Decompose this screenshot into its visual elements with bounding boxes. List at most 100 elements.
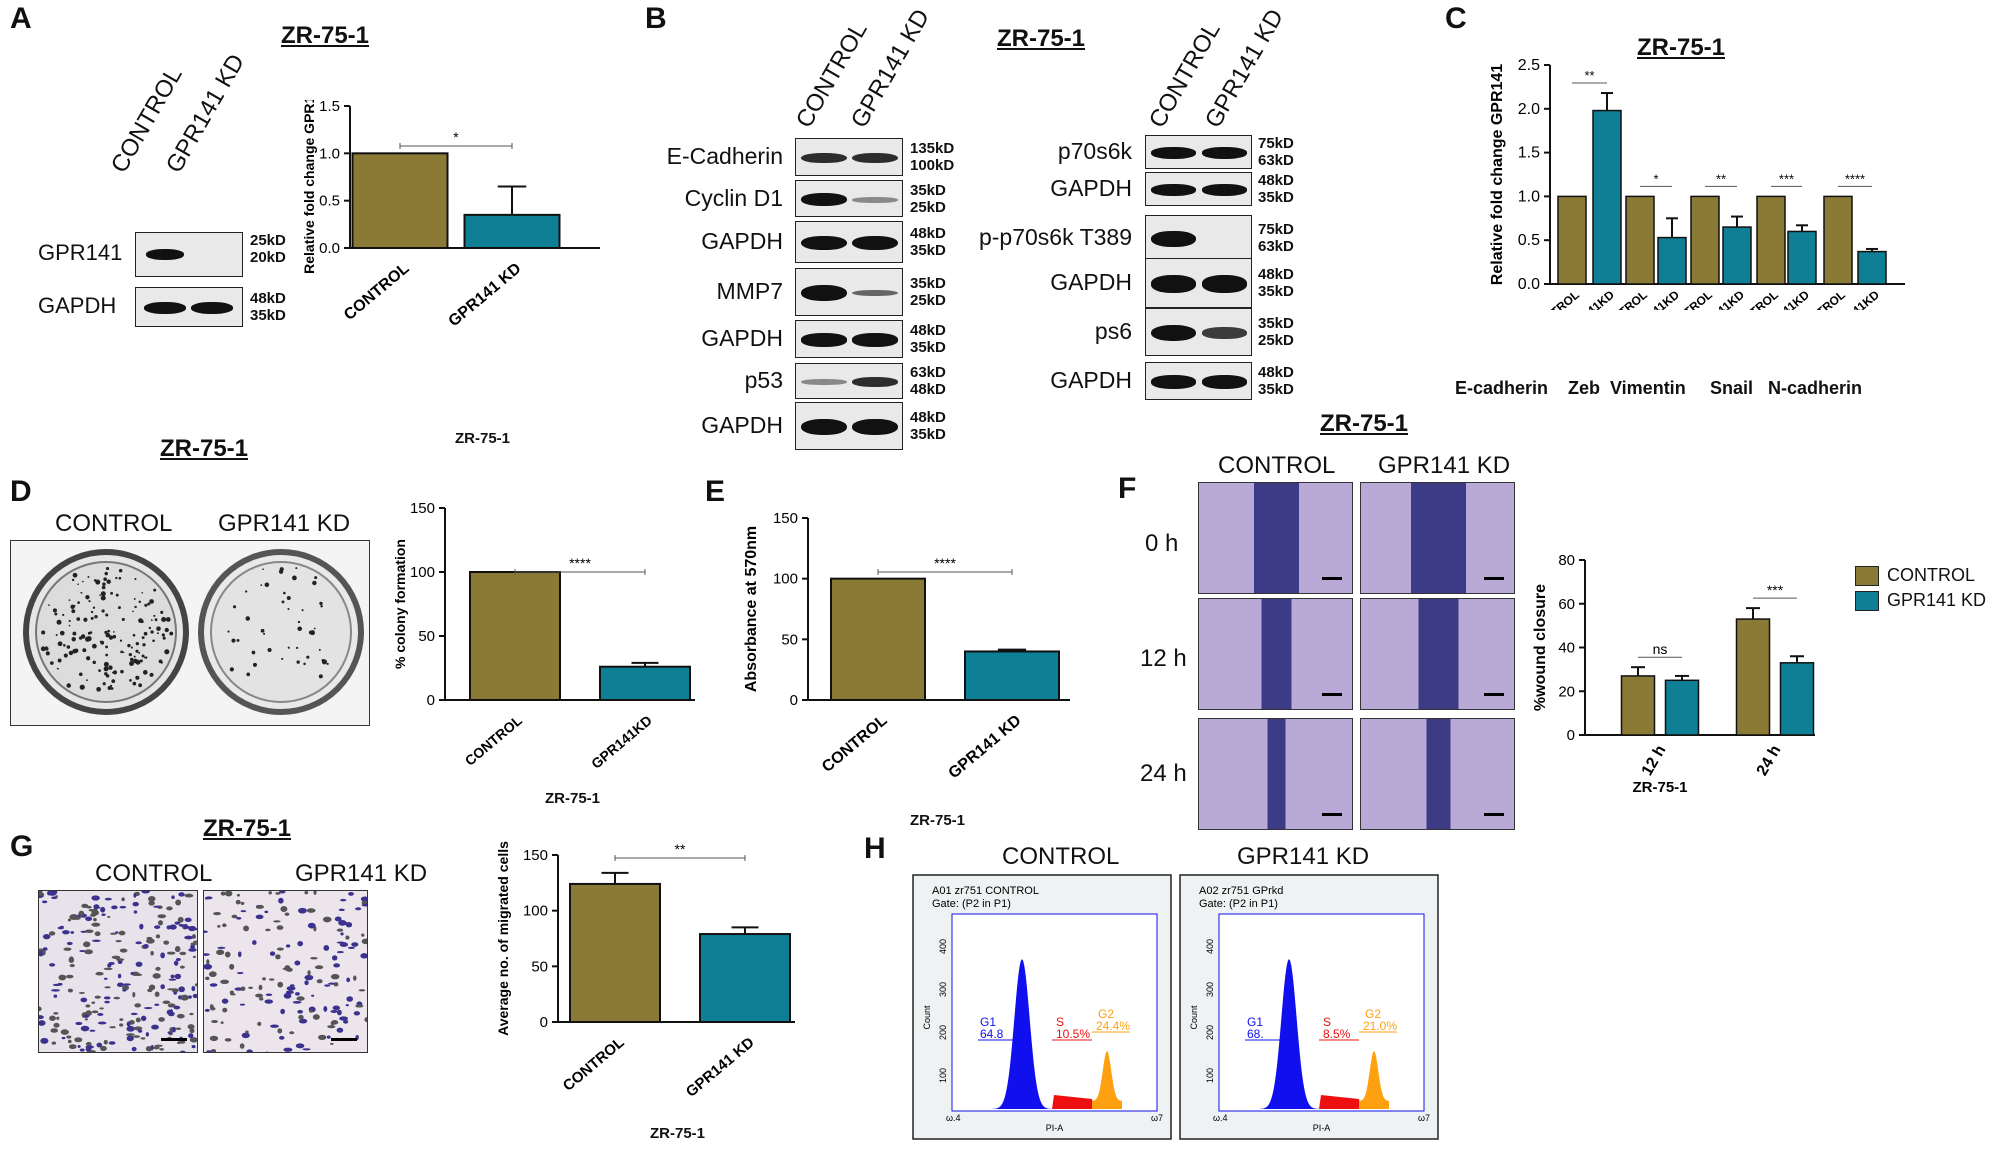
colony-dot [232,605,237,609]
migrated-cell [318,1034,327,1040]
scale-bar [1322,693,1342,696]
migrated-cell [173,960,179,966]
g2-label: G2 [1365,1007,1381,1021]
migrated-cell [275,954,281,960]
migrated-cell [115,939,122,943]
colony-dot [63,653,68,658]
migrated-cell [75,1021,83,1026]
migrated-cell [286,986,296,991]
migrated-cell [294,960,301,966]
significance-stars: ** [1584,68,1594,83]
migrated-cell [146,938,155,944]
colony-dot [139,659,143,663]
migrated-cell [322,916,332,923]
flow-header: Gate: (P2 in P1) [1199,898,1278,910]
y-tick-label: 50 [418,628,435,645]
migrated-cell [67,1039,72,1044]
migrated-cell [224,891,233,897]
colony-dot [78,672,83,677]
migrated-cell [340,898,347,902]
western-blot-gapdh [795,221,903,263]
migrated-cell [91,895,100,901]
significance-stars: **** [1845,171,1865,186]
colony-dot [72,648,77,654]
migrated-cell [41,900,48,904]
migrated-cell [126,1021,131,1027]
migrated-cell [297,940,304,947]
chart-g-footer: ZR-75-1 [650,1125,706,1142]
migrated-cell [348,892,354,896]
colony-dot [122,651,125,654]
y-tick-label: 0 [427,692,435,709]
colony-dot [105,632,111,638]
colony-dot [142,643,146,647]
blot-band [1201,147,1247,159]
migrated-cell [107,963,112,968]
migrated-cell [100,1045,107,1051]
migrated-cell [184,917,192,923]
chart-f-footer: ZR-75-1 [1632,779,1687,795]
migrated-cell [84,949,93,955]
migrated-cell [89,1050,97,1052]
wound-row-label: 0 h [1145,530,1179,557]
colony-dot [44,646,49,651]
colony-dot [60,631,64,635]
kd-markers: 75kD 63kD [1258,221,1294,255]
migrated-cell [108,1041,116,1045]
wound-image [1360,482,1515,594]
kd-markers: 63kD 48kD [910,364,946,398]
western-blot-gapdh [1145,362,1252,400]
migrated-cell [141,891,151,894]
panel-letter-c: C [1445,2,1467,35]
y-tick-label: 50 [781,631,798,648]
colony-dot [132,633,136,637]
migrated-cell [93,904,100,910]
colony-dot [86,679,88,682]
migrated-cell [94,995,101,999]
colony-dot [318,674,323,679]
migrated-cell [296,996,305,1001]
colony-dot [95,579,101,585]
bar [1592,109,1622,285]
protein-label: p-p70s6k T389 [978,224,1132,250]
significance-stars: **** [569,555,591,571]
g1-peak [1259,959,1319,1109]
colony-dot [134,605,137,609]
colony-dot [109,666,113,670]
colony-dot [86,656,91,661]
x-tick-label: 24 h [1754,743,1785,779]
legend-label: GPR141 KD [1887,590,1987,610]
colony-dot [281,600,285,604]
colony-dot [80,591,83,594]
kd-markers: 48kD 35kD [910,322,946,356]
migrated-cell [126,1025,135,1032]
kd-marker: 25kD [1258,332,1294,349]
colony-dot [296,646,299,649]
migrated-cell [70,931,75,934]
bar [1779,662,1815,736]
panel-a-title: ZR-75-1 [281,22,370,49]
scale-bar [331,1038,357,1041]
flow-title-kd: GPR141 KD [1237,843,1370,870]
scale-bar [1322,813,1342,816]
kd-marker: 48kD [910,225,946,242]
migrated-cell [151,1024,159,1030]
migrated-cell [193,1052,198,1053]
migrated-cell [187,1024,195,1030]
colony-dot [279,567,284,572]
migrated-cell [93,917,97,922]
colony-dot [88,600,91,603]
migrated-cell [324,984,331,987]
colony-dot [102,682,106,686]
colony-dot [72,631,77,636]
colony-dot [156,632,159,635]
migrated-cell [79,949,86,953]
blot-band [1201,184,1247,196]
migrated-cell [59,925,64,928]
bar [1722,226,1752,285]
migrated-cell [209,983,218,987]
bar [469,571,561,701]
colony-dot [94,615,98,619]
migrated-cell [330,1042,334,1045]
colony-dot [104,672,108,676]
